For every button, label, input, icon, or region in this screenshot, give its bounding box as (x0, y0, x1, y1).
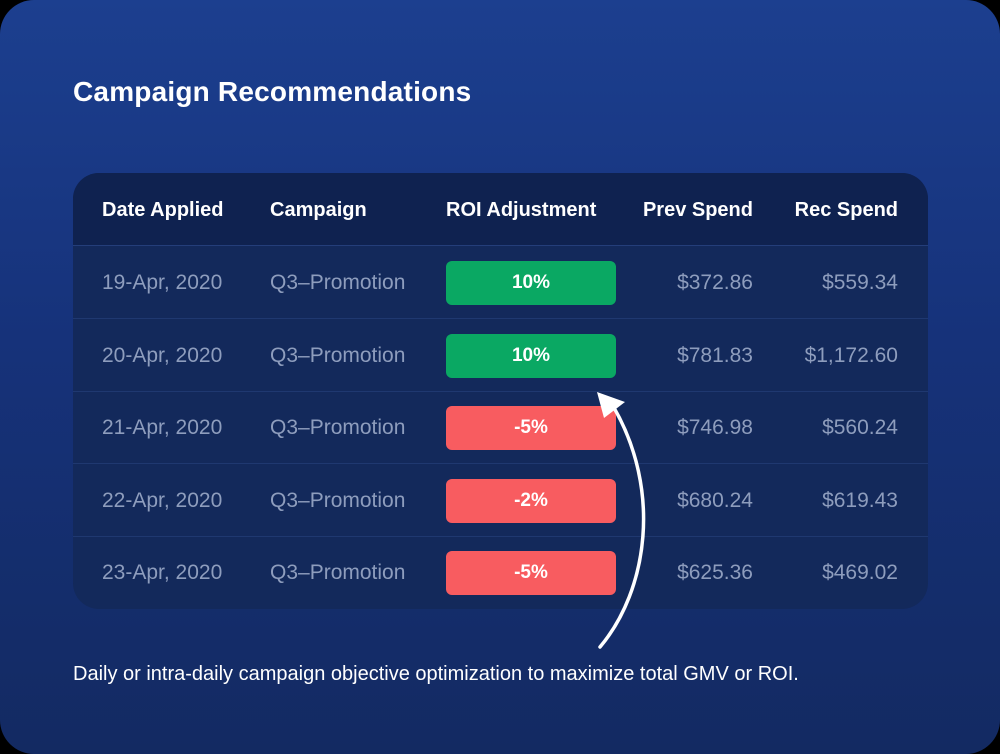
table-row: 19-Apr, 2020 Q3–Promotion 10% $372.86 $5… (73, 246, 928, 319)
cell-date: 19-Apr, 2020 (102, 271, 223, 294)
cell-rec-spend: $469.02 (822, 561, 898, 584)
cell-rec-spend: $559.34 (822, 271, 898, 294)
cell-prev-spend: $781.83 (677, 343, 753, 367)
cell-date: 20-Apr, 2020 (102, 343, 223, 367)
cell-campaign: Q3–Promotion (270, 416, 406, 439)
roi-badge: -5% (446, 551, 616, 595)
table-row: 22-Apr, 2020 Q3–Promotion -2% $680.24 $6… (73, 464, 928, 537)
cell-campaign: Q3–Promotion (270, 343, 406, 367)
cell-date: 23-Apr, 2020 (102, 561, 223, 584)
cell-campaign: Q3–Promotion (270, 271, 406, 294)
header-roi-adjustment: ROI Adjustment (446, 199, 597, 221)
table-row: 21-Apr, 2020 Q3–Promotion -5% $746.98 $5… (73, 391, 928, 464)
roi-badge: 10% (446, 333, 616, 378)
header-prev-spend: Prev Spend (642, 199, 753, 221)
cell-rec-spend: $619.43 (822, 488, 898, 512)
header-date-applied: Date Applied (102, 199, 224, 221)
footer-description: Daily or intra-daily campaign objective … (73, 663, 799, 685)
cell-rec-spend: $1,172.60 (804, 343, 898, 367)
cell-prev-spend: $680.24 (677, 488, 753, 512)
recommendations-table: Date Applied Campaign ROI Adjustment Pre… (73, 173, 928, 609)
cell-prev-spend: $625.36 (677, 561, 753, 584)
cell-prev-spend: $746.98 (677, 416, 753, 439)
cell-prev-spend: $372.86 (677, 271, 753, 294)
roi-badge: 10% (446, 261, 616, 305)
table-row: 23-Apr, 2020 Q3–Promotion -5% $625.36 $4… (73, 536, 928, 608)
page-title: Campaign Recommendations (73, 76, 472, 107)
cell-campaign: Q3–Promotion (270, 488, 406, 512)
cell-date: 21-Apr, 2020 (102, 416, 223, 439)
cell-campaign: Q3–Promotion (270, 561, 406, 584)
header-rec-spend: Rec Spend (794, 199, 898, 221)
cell-date: 22-Apr, 2020 (102, 488, 223, 512)
roi-badge: -2% (446, 478, 616, 523)
roi-badge: -5% (446, 406, 616, 450)
header-campaign: Campaign (270, 199, 367, 221)
cell-rec-spend: $560.24 (822, 416, 898, 439)
table-row: 20-Apr, 2020 Q3–Promotion 10% $781.83 $1… (73, 319, 928, 392)
table-header: Date Applied Campaign ROI Adjustment Pre… (73, 173, 928, 246)
